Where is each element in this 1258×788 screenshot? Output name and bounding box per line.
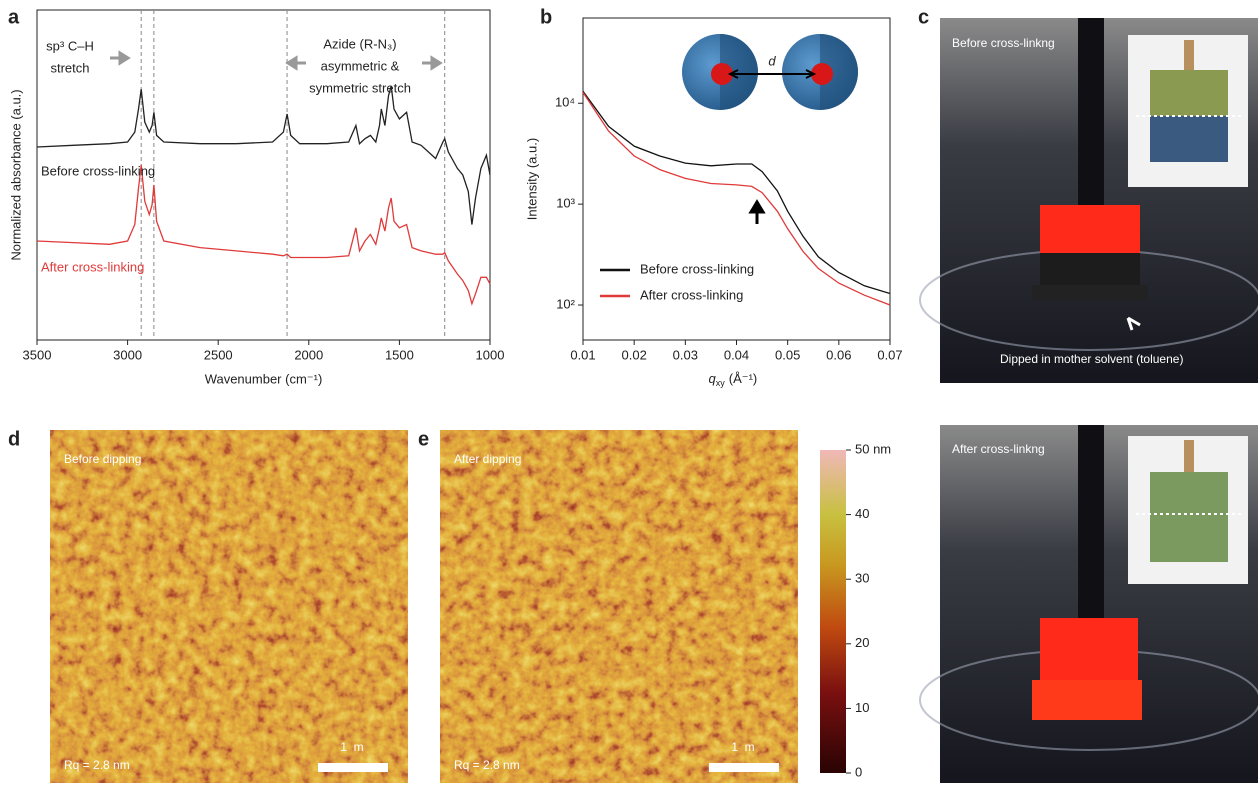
x-tick-label: 3500 [23, 347, 52, 362]
y-axis-title: Normalized absorbance (a.u.) [8, 89, 23, 260]
panel-label: b [540, 6, 552, 28]
afm-image [440, 430, 798, 783]
colorbar [820, 450, 846, 773]
legend-label: Before cross-linking [640, 261, 754, 276]
series-label: After cross-linking [41, 259, 144, 274]
series-label: Before cross-linking [41, 163, 155, 178]
afm-caption: Before dipping [64, 452, 141, 466]
x-tick-label: 0.03 [673, 347, 698, 362]
x-tick-label: 0.06 [826, 347, 851, 362]
annotation: sp³ C–H [46, 38, 94, 53]
panel-label: e [418, 428, 429, 450]
x-tick-label: 0.01 [570, 347, 595, 362]
x-axis-title-symbol: q [709, 371, 717, 386]
x-tick-label: 2000 [294, 347, 323, 362]
x-tick-label: 2500 [204, 347, 233, 362]
inset-label: d [768, 53, 776, 68]
colorbar-tick-label: 10 [855, 700, 869, 715]
x-tick-label: 1500 [385, 347, 414, 362]
afm-roughness: Rq = 2.8 nm [454, 758, 520, 772]
afm-image [50, 430, 408, 783]
photo-caption: Before cross-linkng [952, 36, 1055, 50]
x-axis-title: qxy (Å⁻¹) [709, 371, 758, 388]
photo-caption: After cross-linkng [952, 442, 1045, 456]
annotation: Azide (R-N₃) [323, 36, 396, 51]
colorbar-tick-label: 0 [855, 764, 862, 779]
annotation: symmetric stretch [309, 80, 411, 95]
x-tick-label: 0.04 [724, 347, 749, 362]
scale-bar-label: 1 m [340, 740, 363, 754]
annotation: asymmetric & [321, 58, 400, 73]
panel-label: a [8, 6, 20, 28]
afm-roughness: Rq = 2.8 nm [64, 758, 130, 772]
panel-label: d [8, 428, 20, 450]
inset-illustration [682, 34, 858, 110]
scale-bar-label: 1 m [731, 740, 754, 754]
photo-note: Dipped in mother solvent (toluene) [1000, 352, 1183, 366]
arrow [748, 199, 766, 224]
colorbar-tick-label: 20 [855, 635, 869, 650]
x-tick-label: 3000 [113, 347, 142, 362]
colorbar-tick-label: 40 [855, 506, 869, 521]
x-tick-label: 0.07 [877, 347, 902, 362]
x-tick-label: 0.05 [775, 347, 800, 362]
colorbar-tick-label: 50 nm [855, 441, 891, 456]
photo [919, 18, 1258, 383]
colorbar-tick-label: 30 [855, 571, 869, 586]
arrow [422, 55, 443, 71]
y-tick-label: 10³ [556, 196, 575, 211]
x-axis-title-unit: (Å⁻¹) [729, 371, 758, 386]
afm-caption: After dipping [454, 452, 521, 466]
series-line [36, 165, 491, 306]
annotation: stretch [50, 60, 89, 75]
y-tick-label: 10⁴ [555, 95, 575, 110]
arrow [285, 55, 306, 71]
scale-bar [709, 763, 779, 772]
panel-label: c [918, 6, 929, 28]
y-axis-title: Intensity (a.u.) [524, 138, 539, 220]
scale-bar [318, 763, 388, 772]
series-line [582, 90, 891, 295]
y-tick-label: 10² [556, 296, 575, 311]
legend-label: After cross-linking [640, 287, 743, 302]
arrow [110, 50, 131, 66]
photo [919, 425, 1258, 783]
x-tick-label: 1000 [476, 347, 505, 362]
x-axis-title-subscript: xy [716, 378, 726, 388]
series-line [36, 85, 491, 225]
x-axis-title: Wavenumber (cm⁻¹) [205, 371, 323, 386]
series-line [582, 92, 891, 306]
x-tick-label: 0.02 [622, 347, 647, 362]
